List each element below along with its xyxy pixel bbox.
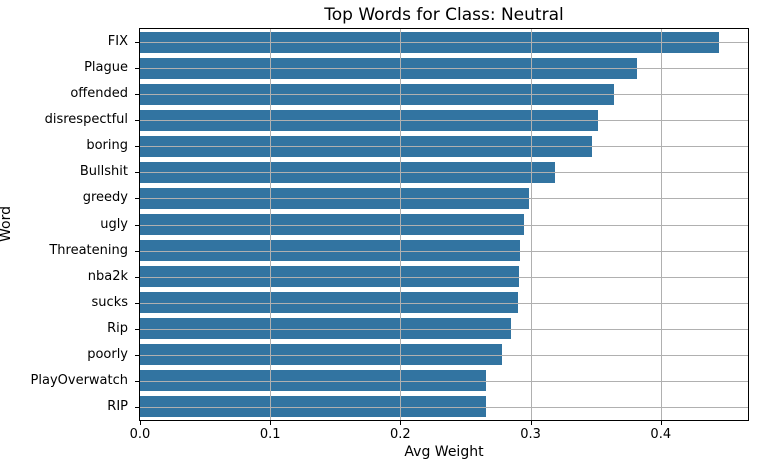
y-tick <box>135 328 139 330</box>
gridline-horizontal <box>140 68 748 70</box>
x-tick <box>140 421 141 425</box>
gridline-horizontal <box>140 172 748 174</box>
gridline-vertical <box>530 29 532 420</box>
gridline-horizontal <box>140 146 748 148</box>
y-tick-label-nba2k: nba2k <box>87 268 128 284</box>
y-tick-label-greedy: greedy <box>82 190 128 206</box>
gridline-horizontal <box>140 354 748 356</box>
y-tick-label-FIX: FIX <box>107 34 128 50</box>
gridline-vertical <box>660 29 662 420</box>
gridline-horizontal <box>140 198 748 200</box>
y-tick-label-Plague: Plague <box>84 60 128 76</box>
gridline-horizontal <box>140 42 748 44</box>
chart-title: Top Words for Class: Neutral <box>324 5 564 25</box>
y-tick <box>135 406 139 408</box>
gridline-horizontal <box>140 328 748 330</box>
y-tick-label-sucks: sucks <box>91 294 128 310</box>
y-tick <box>135 198 139 200</box>
gridline-horizontal <box>140 276 748 278</box>
plot-area <box>139 28 749 421</box>
y-tick <box>135 302 139 304</box>
y-tick-label-RIP: RIP <box>107 398 128 414</box>
y-tick <box>135 94 139 96</box>
y-tick-label-poorly: poorly <box>87 346 128 362</box>
gridline-horizontal <box>140 94 748 96</box>
y-tick-label-Bullshit: Bullshit <box>79 164 128 180</box>
y-tick <box>135 42 139 44</box>
y-tick <box>135 224 139 226</box>
gridline-horizontal <box>140 224 748 226</box>
x-tick <box>270 421 272 425</box>
y-tick <box>135 380 139 382</box>
y-tick <box>135 354 139 356</box>
y-tick <box>135 120 139 122</box>
x-axis-label: Avg Weight <box>404 444 484 460</box>
y-tick-label-offended: offended <box>70 86 128 102</box>
x-tick-label: 0.1 <box>259 427 281 442</box>
gridline-horizontal <box>140 250 748 252</box>
x-tick <box>660 421 662 425</box>
x-tick <box>400 421 402 425</box>
x-tick <box>530 421 532 425</box>
x-tick-label: 0.2 <box>390 427 411 442</box>
x-tick-label: 0.3 <box>520 427 541 442</box>
gridline-horizontal <box>140 302 748 304</box>
y-tick-label-PlayOverwatch: PlayOverwatch <box>30 372 128 388</box>
gridline-horizontal <box>140 380 748 382</box>
y-tick-label-boring: boring <box>86 138 128 154</box>
y-tick <box>135 276 139 278</box>
gridline-vertical <box>270 29 272 420</box>
y-tick-label-disrespectful: disrespectful <box>44 112 128 128</box>
y-tick-label-Rip: Rip <box>107 320 128 336</box>
gridline-horizontal <box>140 120 748 122</box>
y-tick <box>135 172 139 174</box>
y-tick-label-Threatening: Threatening <box>49 242 128 258</box>
x-tick-label: 0.4 <box>650 427 672 442</box>
gridline-horizontal <box>140 406 748 408</box>
y-tick <box>135 146 139 148</box>
gridline-vertical <box>400 29 402 420</box>
y-tick-label-ugly: ugly <box>100 216 128 232</box>
y-tick <box>135 250 139 252</box>
y-tick <box>135 68 139 70</box>
x-tick-label: 0.0 <box>129 427 151 442</box>
